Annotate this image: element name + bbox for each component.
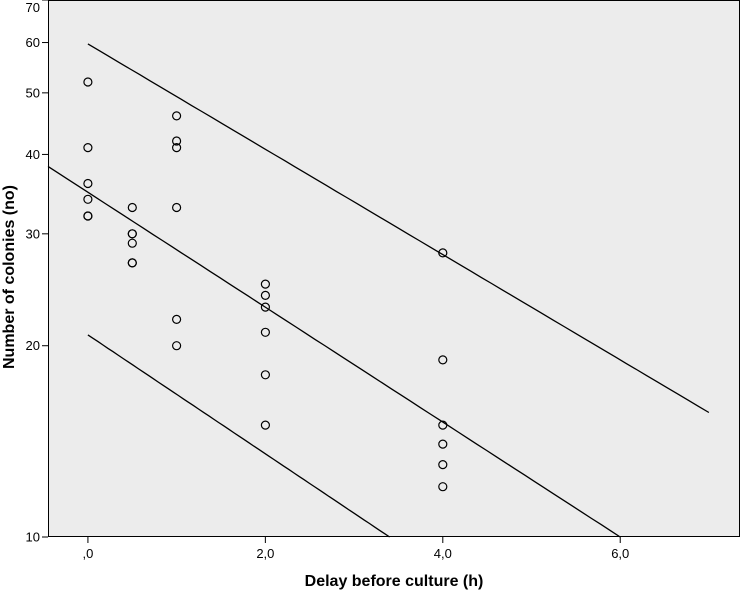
y-tick-label: 50 [26, 85, 40, 100]
y-tick-label: 30 [26, 226, 40, 241]
data-point-18 [172, 341, 182, 351]
data-point-2 [83, 143, 93, 153]
y-tick-label: 60 [26, 35, 40, 50]
x-tick-label: 6,0 [611, 546, 629, 561]
data-point-23 [260, 370, 270, 380]
y-tick-label: 70 [26, 0, 40, 15]
data-point-19 [260, 279, 270, 289]
data-point-3 [83, 178, 93, 189]
data-point-13 [172, 111, 182, 121]
fit-line-2 [87, 43, 710, 414]
data-point-17 [172, 314, 182, 324]
data-point-26 [438, 355, 448, 365]
data-point-1 [83, 77, 93, 87]
fit-line-1 [47, 165, 621, 538]
x-axis-ticks: ,0 2,0 4,0 6,0 [83, 537, 629, 561]
data-point-28 [438, 439, 448, 449]
data-point-21 [260, 302, 270, 312]
data-points [83, 77, 448, 492]
fit-line-3 [87, 334, 390, 538]
x-tick-label: 2,0 [256, 546, 274, 561]
y-axis-title: Number of colonies (no) [1, 185, 18, 369]
y-tick-label: 10 [26, 530, 40, 545]
data-point-14 [172, 136, 182, 146]
data-point-15 [172, 143, 182, 153]
plot-background [48, 0, 740, 537]
y-tick-label: 40 [26, 147, 40, 162]
y-axis-ticks: 10 20 30 40 50 60 70 [26, 0, 48, 545]
data-point-25 [438, 248, 448, 258]
data-point-9 [127, 229, 137, 239]
x-tick-label: 4,0 [434, 546, 452, 561]
data-point-12 [127, 258, 137, 268]
data-point-20 [260, 290, 270, 300]
data-point-29 [438, 460, 448, 470]
data-point-7 [127, 202, 137, 213]
data-point-22 [260, 327, 270, 337]
data-point-10 [127, 238, 137, 248]
data-point-4 [83, 194, 93, 204]
data-point-30 [438, 482, 448, 492]
x-axis-title: Delay before culture (h) [305, 573, 484, 590]
x-tick-label: ,0 [83, 546, 94, 561]
data-point-6 [83, 211, 93, 221]
data-point-27 [438, 420, 448, 430]
data-point-24 [260, 420, 270, 430]
y-tick-label: 20 [26, 338, 40, 353]
data-point-16 [172, 202, 182, 213]
fit-lines [47, 43, 710, 538]
